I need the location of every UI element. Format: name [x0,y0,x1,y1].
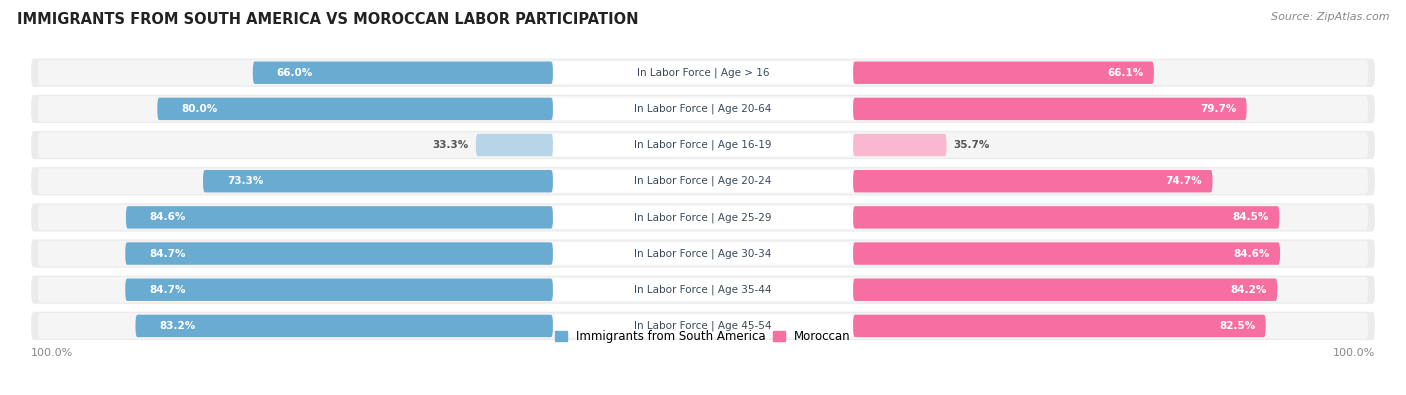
FancyBboxPatch shape [125,278,553,301]
Text: 66.0%: 66.0% [277,68,314,78]
FancyBboxPatch shape [157,98,553,120]
FancyBboxPatch shape [553,206,853,229]
FancyBboxPatch shape [253,62,553,84]
FancyBboxPatch shape [127,206,553,229]
FancyBboxPatch shape [553,134,853,156]
FancyBboxPatch shape [31,167,1375,196]
FancyBboxPatch shape [553,243,853,265]
FancyBboxPatch shape [202,170,553,192]
Text: 33.3%: 33.3% [433,140,470,150]
FancyBboxPatch shape [38,168,1368,194]
Text: 82.5%: 82.5% [1219,321,1256,331]
FancyBboxPatch shape [853,62,1154,84]
FancyBboxPatch shape [853,315,1265,337]
Text: 84.7%: 84.7% [149,248,186,259]
Text: In Labor Force | Age > 16: In Labor Force | Age > 16 [637,68,769,78]
FancyBboxPatch shape [475,134,553,156]
FancyBboxPatch shape [553,315,853,337]
FancyBboxPatch shape [38,60,1368,86]
FancyBboxPatch shape [31,276,1375,304]
Text: 84.7%: 84.7% [149,285,186,295]
Text: In Labor Force | Age 35-44: In Labor Force | Age 35-44 [634,284,772,295]
Text: In Labor Force | Age 16-19: In Labor Force | Age 16-19 [634,140,772,150]
Text: 100.0%: 100.0% [1333,348,1375,357]
Text: 73.3%: 73.3% [226,176,263,186]
FancyBboxPatch shape [853,170,1212,192]
Text: 84.6%: 84.6% [1233,248,1270,259]
FancyBboxPatch shape [38,277,1368,303]
FancyBboxPatch shape [31,203,1375,231]
FancyBboxPatch shape [38,96,1368,122]
FancyBboxPatch shape [125,243,553,265]
FancyBboxPatch shape [31,95,1375,123]
FancyBboxPatch shape [31,131,1375,159]
FancyBboxPatch shape [38,132,1368,158]
FancyBboxPatch shape [38,313,1368,339]
Text: 100.0%: 100.0% [31,348,73,357]
Legend: Immigrants from South America, Moroccan: Immigrants from South America, Moroccan [550,325,856,348]
FancyBboxPatch shape [31,312,1375,340]
FancyBboxPatch shape [853,98,1247,120]
FancyBboxPatch shape [853,206,1279,229]
Text: In Labor Force | Age 30-34: In Labor Force | Age 30-34 [634,248,772,259]
Text: In Labor Force | Age 20-24: In Labor Force | Age 20-24 [634,176,772,186]
FancyBboxPatch shape [553,278,853,301]
FancyBboxPatch shape [853,278,1277,301]
Text: 80.0%: 80.0% [181,104,218,114]
FancyBboxPatch shape [853,134,946,156]
Text: 84.2%: 84.2% [1230,285,1267,295]
Text: 83.2%: 83.2% [159,321,195,331]
FancyBboxPatch shape [135,315,553,337]
Text: In Labor Force | Age 25-29: In Labor Force | Age 25-29 [634,212,772,223]
Text: 84.6%: 84.6% [150,213,186,222]
FancyBboxPatch shape [553,98,853,120]
FancyBboxPatch shape [31,58,1375,87]
FancyBboxPatch shape [853,243,1279,265]
Text: In Labor Force | Age 45-54: In Labor Force | Age 45-54 [634,321,772,331]
Text: 35.7%: 35.7% [953,140,990,150]
Text: In Labor Force | Age 20-64: In Labor Force | Age 20-64 [634,103,772,114]
Text: 79.7%: 79.7% [1201,104,1236,114]
FancyBboxPatch shape [38,241,1368,266]
Text: 74.7%: 74.7% [1166,176,1202,186]
Text: IMMIGRANTS FROM SOUTH AMERICA VS MOROCCAN LABOR PARTICIPATION: IMMIGRANTS FROM SOUTH AMERICA VS MOROCCA… [17,12,638,27]
FancyBboxPatch shape [553,170,853,192]
FancyBboxPatch shape [553,62,853,84]
Text: 84.5%: 84.5% [1233,213,1270,222]
Text: Source: ZipAtlas.com: Source: ZipAtlas.com [1271,12,1389,22]
Text: 66.1%: 66.1% [1108,68,1143,78]
FancyBboxPatch shape [38,205,1368,230]
FancyBboxPatch shape [31,239,1375,268]
